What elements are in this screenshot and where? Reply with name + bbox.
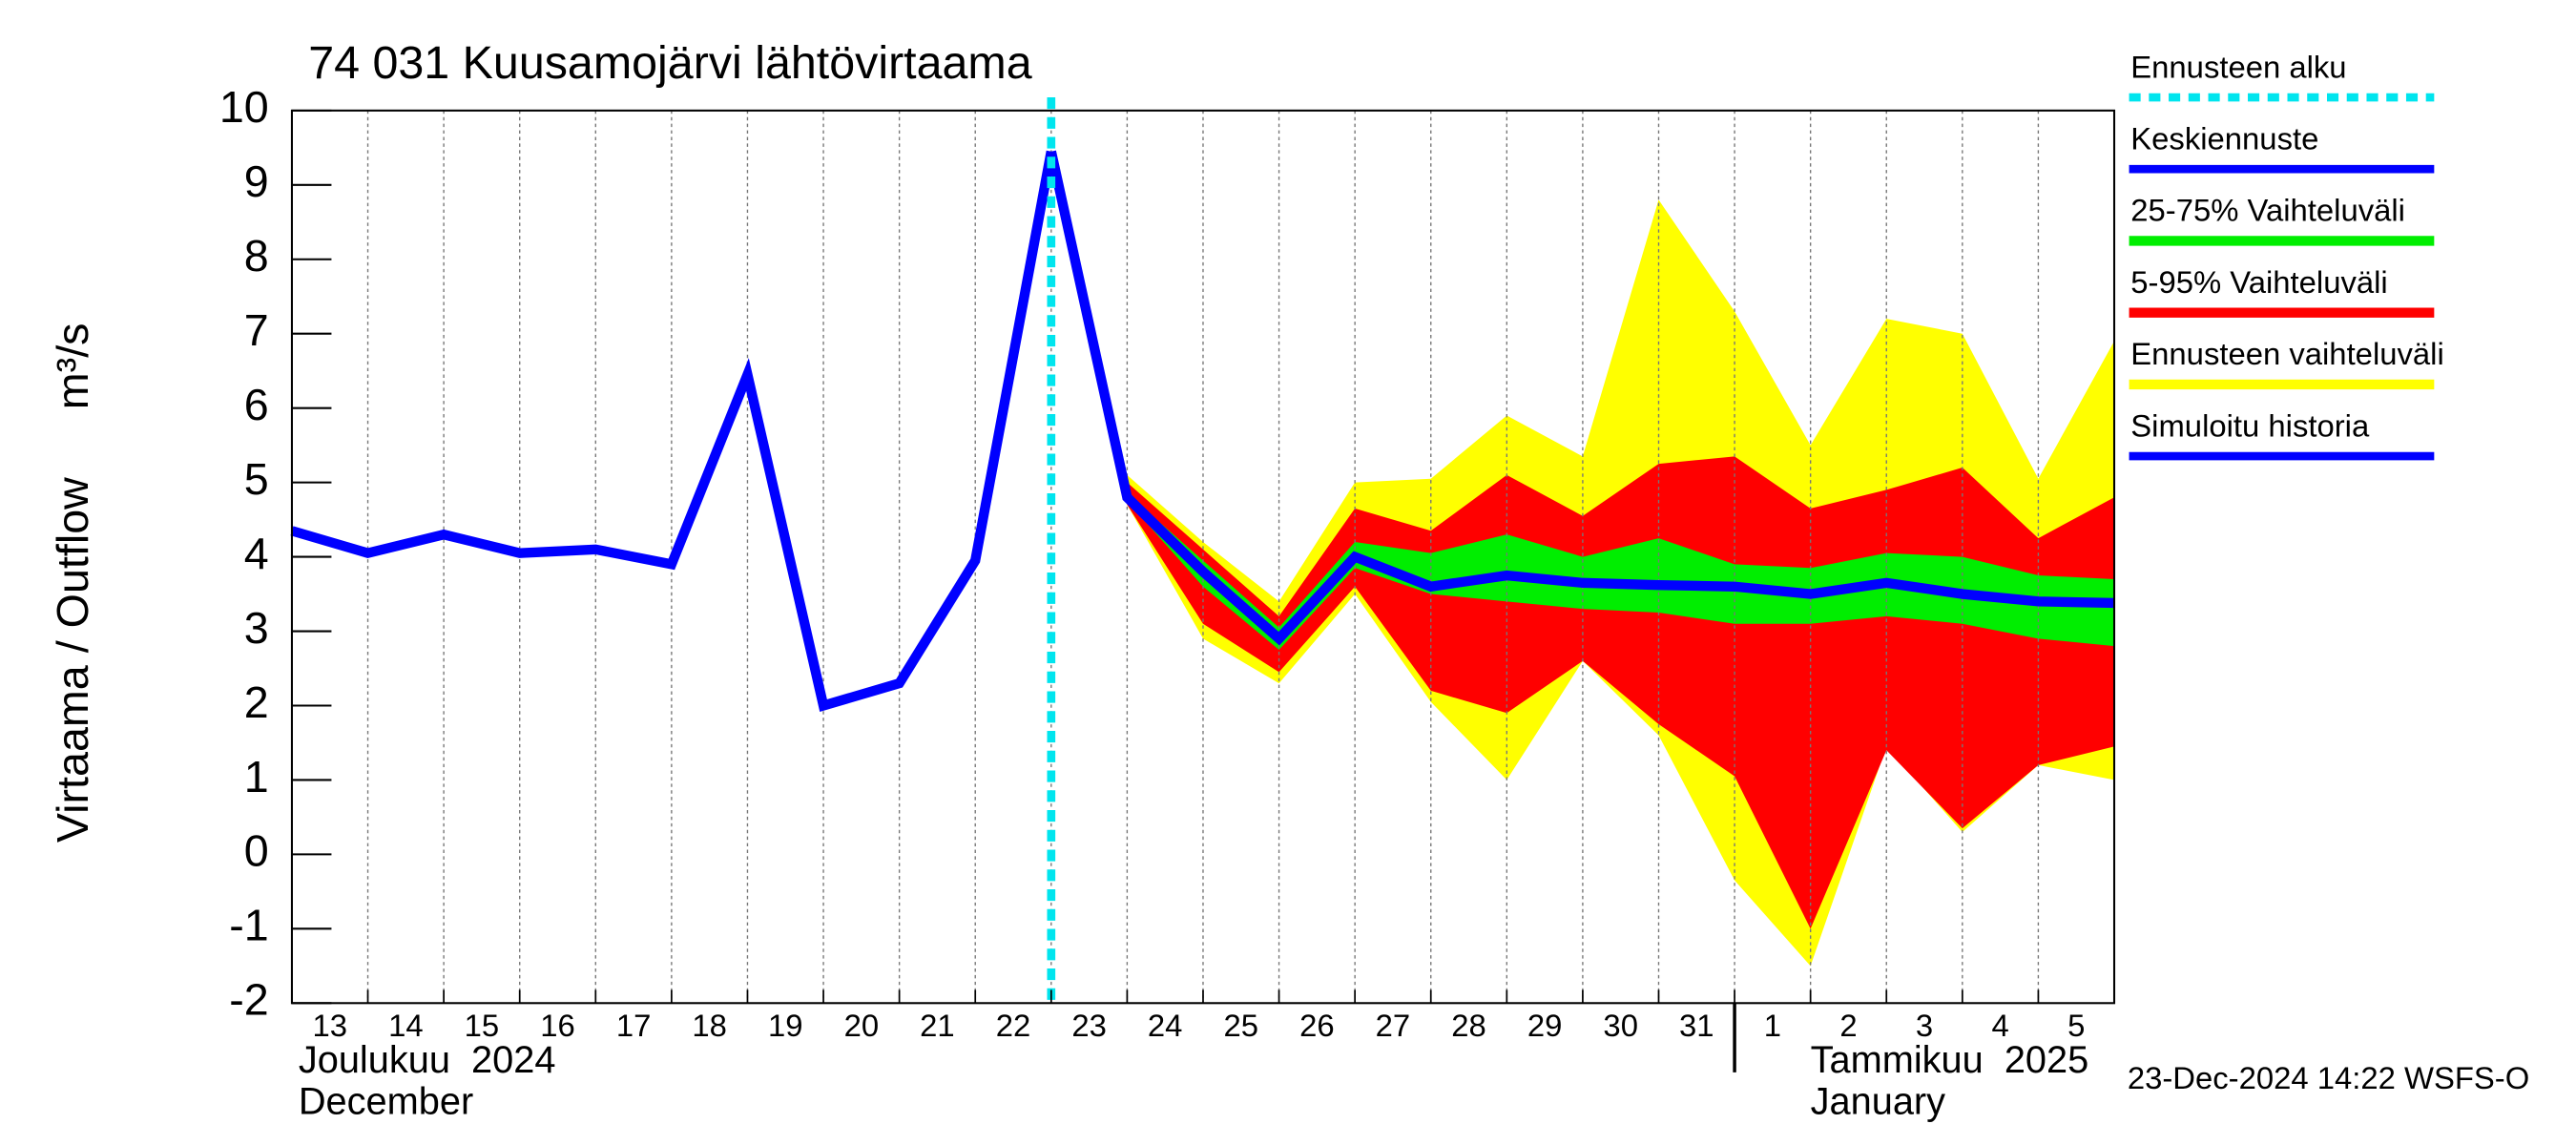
x-tick-label: 27	[1376, 1008, 1411, 1043]
legend-label: Ennusteen alku	[2130, 49, 2346, 84]
x-tick-label: 17	[616, 1008, 652, 1043]
x-tick-label: 30	[1603, 1008, 1638, 1043]
y-tick-label: 9	[244, 156, 269, 206]
x-tick-label: 2	[1839, 1008, 1857, 1043]
y-tick-label: 7	[244, 305, 269, 355]
month-label: Tammikuu 2025	[1811, 1039, 2089, 1081]
x-tick-label: 26	[1299, 1008, 1335, 1043]
y-tick-label: 8	[244, 231, 269, 281]
x-tick-label: 25	[1224, 1008, 1259, 1043]
legend-label: 25-75% Vaihteluväli	[2130, 193, 2405, 228]
x-tick-label: 23	[1071, 1008, 1107, 1043]
y-tick-label: 5	[244, 454, 269, 504]
y-tick-label: 4	[244, 529, 269, 578]
y-tick-label: 3	[244, 603, 269, 653]
y-tick-label: -2	[229, 975, 268, 1025]
x-tick-label: 15	[465, 1008, 500, 1043]
x-tick-label: 19	[768, 1008, 803, 1043]
x-tick-label: 29	[1527, 1008, 1563, 1043]
legend-label: Keskiennuste	[2130, 121, 2318, 156]
footer: 23-Dec-2024 14:22 WSFS-O	[2128, 1060, 2529, 1095]
x-tick-label: 31	[1679, 1008, 1714, 1043]
x-tick-label: 24	[1148, 1008, 1183, 1043]
axes-layer	[290, 109, 2116, 1072]
y-axis-label: Virtaama / Outflow	[48, 477, 97, 843]
x-tick-label: 5	[2067, 1008, 2085, 1043]
x-tick-label: 14	[388, 1008, 424, 1043]
month-label: Joulukuu 2024	[299, 1039, 556, 1081]
y-tick-label: 1	[244, 752, 269, 802]
line	[1046, 150, 2115, 646]
x-tick-label: 21	[920, 1008, 955, 1043]
line	[290, 150, 1056, 713]
month-label-en: January	[1811, 1080, 1946, 1122]
x-tick-label: 18	[692, 1008, 727, 1043]
y-axis-unit: m³/s	[48, 323, 97, 410]
lines-layer	[290, 97, 2115, 1004]
x-tick-label: 28	[1451, 1008, 1486, 1043]
x-tick-label: 22	[996, 1008, 1031, 1043]
legend-label: Simuloitu historia	[2130, 407, 2370, 443]
y-tick-label: 6	[244, 380, 269, 429]
x-tick-label: 20	[844, 1008, 880, 1043]
legend-label: Ennusteen vaihteluväli	[2130, 336, 2443, 371]
month-label-en: December	[299, 1080, 473, 1122]
chart-title: 74 031 Kuusamojärvi lähtövirtaama	[308, 37, 1032, 89]
x-tick-label: 1	[1764, 1008, 1781, 1043]
y-tick-label: 10	[219, 82, 269, 132]
x-tick-label: 3	[1916, 1008, 1933, 1043]
x-tick-label: 13	[312, 1008, 347, 1043]
y-tick-label: 0	[244, 826, 269, 876]
legend-layer: Ennusteen alku Keskiennuste 25-75% Vaihtel…	[2129, 49, 2444, 461]
y-tick-label: -1	[229, 901, 268, 950]
x-tick-label: 16	[540, 1008, 575, 1043]
legend-label: 5-95% Vaihteluväli	[2130, 264, 2387, 300]
x-tick-label: 4	[1991, 1008, 2008, 1043]
y-tick-label: 2	[244, 677, 269, 727]
